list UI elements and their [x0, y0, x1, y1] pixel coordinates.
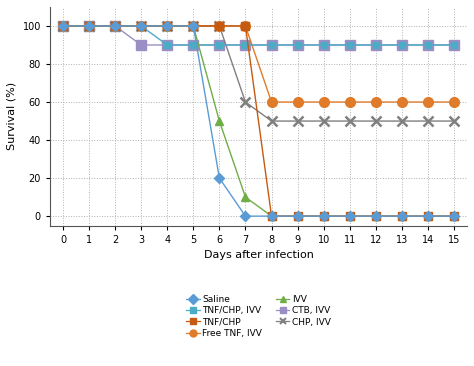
X-axis label: Days after infection: Days after infection [203, 250, 313, 260]
Y-axis label: Survival (%): Survival (%) [7, 82, 17, 150]
Legend: Saline, TNF/CHP, IVV, TNF/CHP, Free TNF, IVV, IVV, CTB, IVV, CHP, IVV: Saline, TNF/CHP, IVV, TNF/CHP, Free TNF,… [182, 291, 335, 341]
